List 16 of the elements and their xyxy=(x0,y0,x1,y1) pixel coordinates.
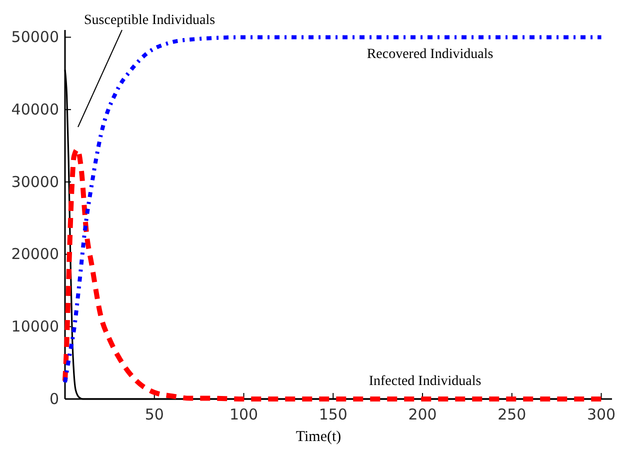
y-tick-label: 50000 xyxy=(11,28,59,46)
y-tick-label: 40000 xyxy=(11,100,59,118)
x-tick-label: 300 xyxy=(586,406,616,424)
y-tick-label: 20000 xyxy=(11,245,59,264)
x-tick-label: 200 xyxy=(408,406,437,424)
x-tick-label: 150 xyxy=(318,406,348,424)
x-tick-label: 250 xyxy=(498,406,526,424)
series-label: Recovered Individuals xyxy=(366,47,494,62)
series-label: Infected Individuals xyxy=(368,374,482,389)
x-tick-label: 100 xyxy=(229,406,258,424)
y-tick-label: 30000 xyxy=(11,172,59,191)
y-tick-label: 10000 xyxy=(11,317,59,336)
text: Susceptible Individuals xyxy=(84,13,216,28)
x-tick-label: 50 xyxy=(144,406,164,424)
x-axis-title: Time(t) xyxy=(296,429,342,445)
y-tick-label: 0 xyxy=(49,390,59,408)
